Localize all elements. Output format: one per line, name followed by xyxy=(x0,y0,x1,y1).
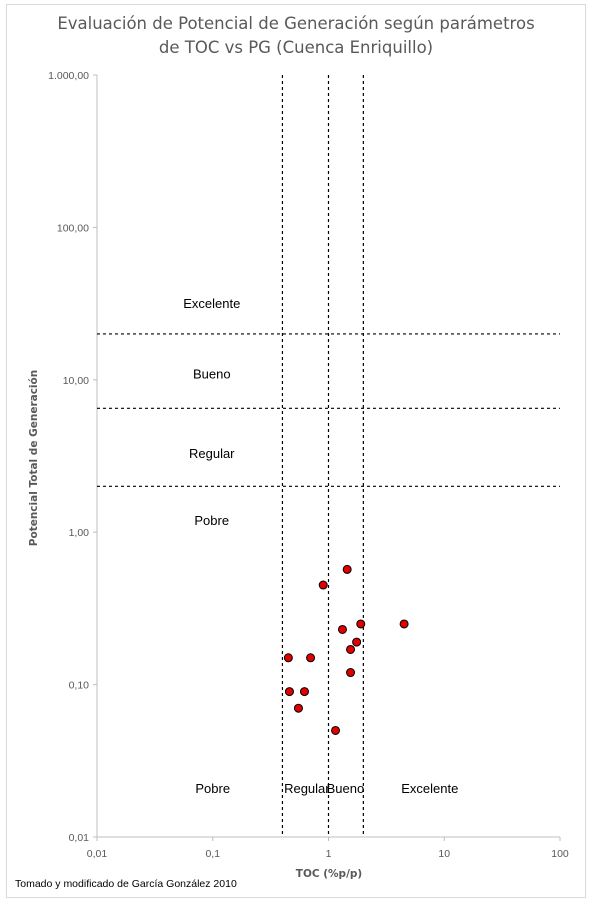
chart-frame xyxy=(6,4,586,898)
pg-zone-label: Pobre xyxy=(194,513,229,528)
pg-zone-label: Excelente xyxy=(183,296,240,311)
toc-zone-label: Regular xyxy=(284,781,330,796)
y-tick-label: 1,00 xyxy=(69,527,90,539)
data-point xyxy=(306,653,316,663)
data-point xyxy=(331,725,341,735)
source-note: Tomado y modificado de García González 2… xyxy=(15,878,237,890)
pg-zone-label: Bueno xyxy=(193,366,231,381)
y-tick-label: 100,00 xyxy=(57,222,89,234)
data-point xyxy=(356,619,366,629)
y-tick-label: 0,01 xyxy=(69,832,90,844)
data-point xyxy=(346,668,356,678)
data-point xyxy=(352,637,362,647)
toc-zone-label: Pobre xyxy=(195,781,230,796)
y-tick-label: 0,10 xyxy=(69,680,90,692)
x-tick-label: 0,1 xyxy=(205,848,220,860)
pg-zone-label: Regular xyxy=(189,446,235,461)
x-tick-label: 0,01 xyxy=(87,848,108,860)
x-axis-title: TOC (%p/p) xyxy=(296,868,362,880)
x-tick-label: 10 xyxy=(438,848,450,860)
y-tick-label: 10,00 xyxy=(63,375,89,387)
y-axis-title: Potencial Total de Generación xyxy=(28,370,40,546)
data-point xyxy=(342,564,352,574)
data-point xyxy=(346,644,356,654)
data-point xyxy=(299,687,309,697)
data-point xyxy=(318,580,328,590)
data-point xyxy=(399,619,409,629)
chart-title-line-1: Evaluación de Potencial de Generación se… xyxy=(57,14,535,33)
data-point xyxy=(283,653,293,663)
chart-title-line-2: de TOC vs PG (Cuenca Enriquillo) xyxy=(158,38,434,57)
x-tick-label: 1 xyxy=(326,848,332,860)
toc-zone-label: Bueno xyxy=(327,781,365,796)
data-point xyxy=(337,624,347,634)
toc-zone-label: Excelente xyxy=(401,781,458,796)
data-point xyxy=(293,703,303,713)
data-point xyxy=(284,687,294,697)
chart-title: Evaluación de Potencial de Generación se… xyxy=(0,12,592,60)
x-tick-label: 100 xyxy=(551,848,569,860)
y-tick-label: 1.000,00 xyxy=(48,70,89,82)
